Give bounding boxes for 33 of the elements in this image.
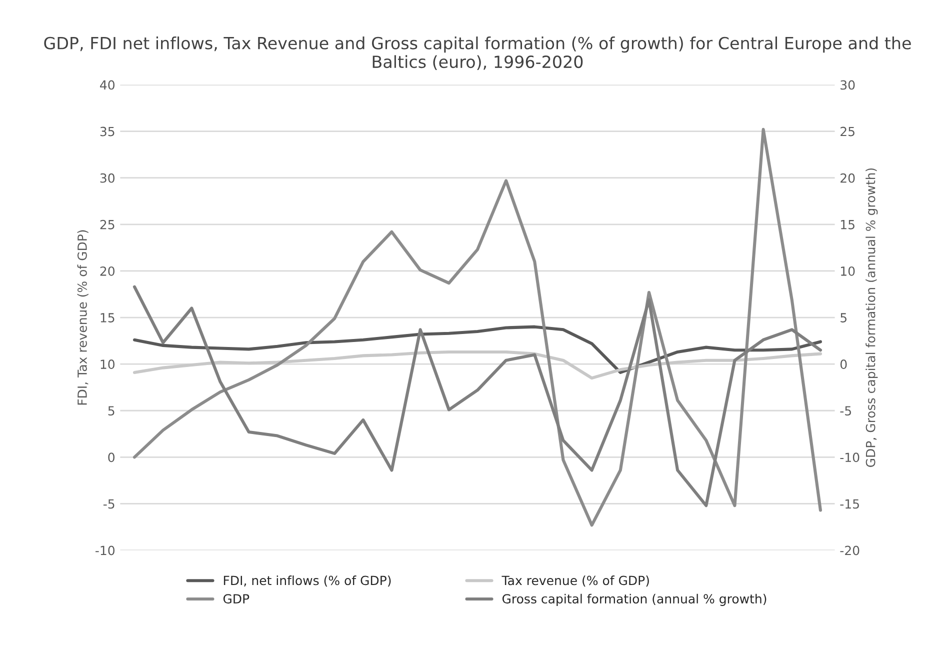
chart-title: GDP, FDI net inflows, Tax Revenue and Gross capital formation (% of growth) for Central Europe and the Baltics (euro), 1996-2020 — [44, 36, 911, 70]
line-series — [132, 350, 822, 380]
y-tick-label: 10 — [100, 360, 114, 370]
y-tick-label: 40 — [100, 80, 114, 90]
y-tick-label: 20 — [100, 266, 114, 276]
y-tick-label: 0 — [108, 452, 114, 462]
y-tick-label: 5 — [108, 406, 114, 416]
legend-label: FDI, net inflows (% of GDP) — [224, 576, 391, 587]
legend-label: GDP — [223, 594, 250, 604]
y2-tick-label: 20 — [840, 173, 855, 183]
line-series — [132, 285, 822, 508]
y-tick-label: -5 — [103, 499, 114, 509]
y-tick-label: 15 — [100, 313, 114, 322]
legend-label: Gross capital formation (annual % growth) — [502, 594, 766, 606]
legend-label: Tax revenue (% of GDP) — [502, 576, 649, 587]
y-axis-title: FDI, Tax revenue (% of GDP) — [77, 230, 88, 405]
y-tick-label: 25 — [100, 220, 114, 230]
y2-tick-label: -5 — [840, 406, 852, 416]
y-tick-label: -10 — [96, 546, 114, 556]
y2-tick-label: -10 — [840, 452, 860, 462]
y2-tick-label: 15 — [841, 220, 854, 230]
y2-tick-label: 25 — [840, 126, 854, 136]
y2-tick-label: 5 — [840, 313, 846, 322]
y2-tick-label: 0 — [840, 360, 847, 370]
y2-tick-label: -20 — [840, 546, 860, 556]
y-tick-label: 35 — [100, 126, 114, 136]
y2-tick-label: 10 — [841, 266, 855, 276]
line-series — [132, 325, 822, 374]
y2-tick-label: 30 — [840, 80, 855, 90]
line-series — [132, 128, 822, 527]
y-tick-label: 30 — [100, 173, 114, 183]
y2-tick-label: -15 — [840, 499, 859, 509]
y2-axis-title: GDP, Gross capital formation (annual % growth) — [866, 168, 878, 467]
